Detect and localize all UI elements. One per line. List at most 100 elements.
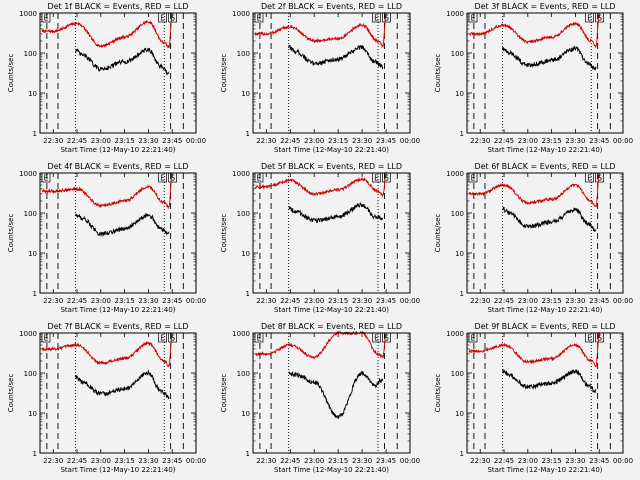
marker-label: E: [471, 174, 476, 183]
y-tick-label: 1000: [232, 170, 250, 178]
x-tick-label: 23:15: [542, 457, 562, 465]
x-tick-label: 23:45: [162, 137, 182, 145]
x-tick-label: 23:45: [376, 457, 396, 465]
x-axis-label: Start Time (12-May-10 22:21:40): [487, 146, 602, 154]
x-tick-label: 22:30: [43, 137, 63, 145]
chart-panel-2: Det 2f BLACK = Events, RED = LLD 1 10 100 10…: [220, 2, 420, 154]
marker-label: S: [597, 174, 602, 183]
y-tick-label: 10: [241, 90, 250, 98]
x-tick-label: 22:45: [280, 297, 300, 305]
y-tick-label: 10: [28, 250, 37, 258]
y-tick-label: 1: [246, 290, 250, 298]
marker-label: E: [471, 14, 476, 23]
marker-label: E: [160, 334, 165, 343]
x-tick-label: 23:30: [138, 137, 158, 145]
y-tick-label: 10: [241, 250, 250, 258]
y-tick-label: 100: [451, 210, 464, 218]
marker-label: E: [257, 174, 262, 183]
x-tick-label: 23:45: [376, 297, 396, 305]
marker-label: S: [384, 174, 389, 183]
x-tick-label: 22:45: [494, 457, 514, 465]
series-black-events: [74, 369, 170, 400]
x-tick-label: 22:45: [494, 137, 514, 145]
y-tick-label: 100: [24, 370, 37, 378]
y-tick-label: 100: [237, 50, 250, 58]
series-red-lld: [468, 331, 600, 368]
x-tick-label: 23:45: [376, 137, 396, 145]
x-tick-label: 23:45: [589, 137, 609, 145]
x-axis-label: Start Time (12-May-10 22:21:40): [274, 146, 389, 154]
x-tick-label: 22:45: [67, 457, 87, 465]
y-tick-label: 1: [246, 130, 250, 138]
x-tick-label: 23:30: [565, 297, 585, 305]
x-axis-label: Start Time (12-May-10 22:21:40): [60, 466, 175, 474]
marker-label: S: [170, 334, 175, 343]
x-tick-label: 23:00: [304, 457, 324, 465]
chart-title: Det 5f BLACK = Events, RED = LLD: [261, 162, 402, 171]
y-tick-label: 1000: [19, 170, 37, 178]
x-tick-label: 22:45: [494, 297, 514, 305]
x-tick-label: 22:30: [43, 457, 63, 465]
series-black-events: [502, 368, 597, 394]
y-tick-label: 10: [241, 410, 250, 418]
marker-label: E: [587, 334, 592, 343]
marker-label: E: [587, 14, 592, 23]
series-red-lld: [41, 332, 173, 368]
plot-frame: [252, 332, 411, 454]
y-tick-label: 100: [451, 50, 464, 58]
chart-title: Det 7f BLACK = Events, RED = LLD: [47, 322, 188, 331]
marker-label: E: [374, 174, 379, 183]
chart-panel-7: Det 7f BLACK = Events, RED = LLD 1 10 100 10…: [7, 322, 206, 474]
marker-label: S: [170, 14, 175, 23]
series-black-events: [75, 47, 170, 76]
y-tick-label: 1: [33, 450, 37, 458]
marker-label: E: [587, 174, 592, 183]
series-black-events: [501, 206, 597, 232]
series-black-events: [288, 202, 384, 224]
series-red-lld: [468, 12, 600, 49]
plot-frame: [466, 172, 624, 294]
chart-panel-1: Det 1f BLACK = Events, RED = LLD 1 10 100 10…: [7, 2, 206, 154]
y-tick-label: 1000: [19, 330, 37, 338]
x-axis-label: Start Time (12-May-10 22:21:40): [274, 306, 389, 314]
plot-frame: [39, 332, 197, 454]
y-axis-label: Counts/sec: [220, 54, 228, 93]
y-axis-label: Counts/sec: [220, 214, 228, 253]
marker-label: E: [257, 334, 262, 343]
x-tick-label: 23:15: [115, 297, 135, 305]
x-tick-label: 23:00: [304, 297, 324, 305]
x-axis-label: Start Time (12-May-10 22:21:40): [60, 146, 175, 154]
y-tick-label: 1000: [446, 330, 464, 338]
y-axis-label: Counts/sec: [434, 374, 442, 413]
x-tick-label: 23:30: [565, 457, 585, 465]
x-tick-label: 23:00: [91, 137, 111, 145]
marker-label: E: [44, 174, 49, 183]
x-tick-label: 23:00: [518, 297, 538, 305]
x-tick-label: 23:30: [352, 457, 372, 465]
x-tick-label: 23:15: [542, 297, 562, 305]
marker-label: S: [384, 14, 389, 23]
chart-panel-9: Det 9f BLACK = Events, RED = LLD 1 10 100 10…: [434, 322, 633, 474]
x-axis-label: Start Time (12-May-10 22:21:40): [60, 306, 175, 314]
x-tick-label: 23:15: [115, 457, 135, 465]
y-axis-label: Counts/sec: [434, 54, 442, 93]
y-tick-label: 1: [460, 450, 464, 458]
marker-label: E: [471, 334, 476, 343]
chart-title: Det 6f BLACK = Events, RED = LLD: [474, 162, 615, 171]
y-tick-label: 100: [237, 370, 250, 378]
marker-label: S: [170, 174, 175, 183]
x-tick-label: 23:30: [352, 297, 372, 305]
plot-frame: [252, 12, 411, 134]
series-black-events: [288, 44, 384, 70]
series-red-lld: [254, 12, 387, 48]
x-tick-label: 23:30: [352, 137, 372, 145]
y-axis-label: Counts/sec: [434, 214, 442, 253]
y-tick-label: 10: [28, 410, 37, 418]
x-tick-label: 23:30: [565, 137, 585, 145]
x-tick-label: 23:45: [162, 297, 182, 305]
plot-frame: [466, 332, 624, 454]
plot-frame: [39, 172, 197, 294]
x-tick-label: 23:15: [328, 297, 348, 305]
x-tick-label: 00:00: [400, 457, 420, 465]
